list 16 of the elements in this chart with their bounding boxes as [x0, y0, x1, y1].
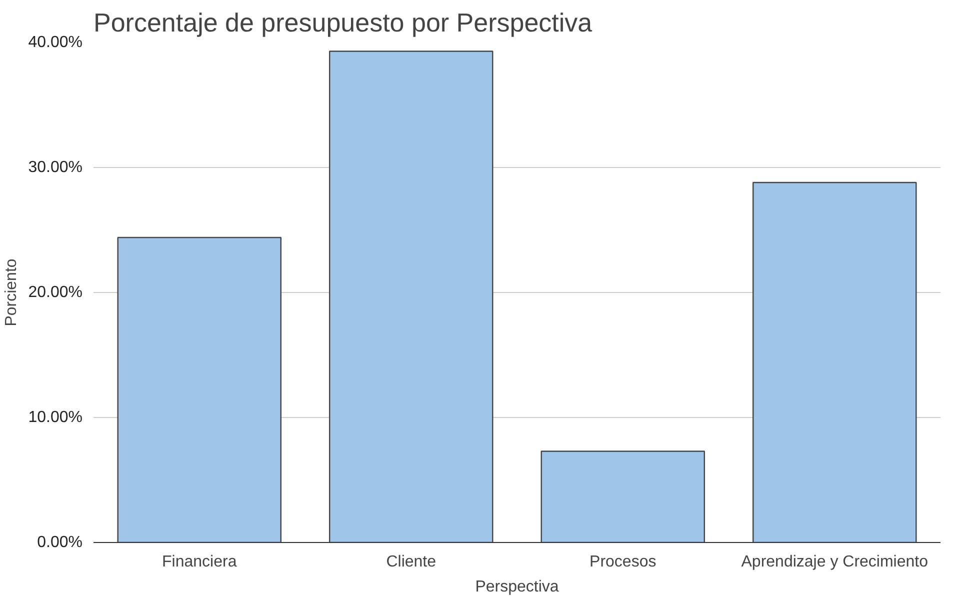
x-axis-title: Perspectiva — [475, 578, 559, 596]
bar — [752, 182, 917, 542]
x-tick-label: Aprendizaje y Crecimiento — [741, 554, 928, 570]
y-tick-label: 10.00% — [28, 409, 82, 426]
y-tick-label: 30.00% — [28, 159, 82, 176]
y-tick-label: 0.00% — [37, 534, 83, 551]
x-tick-label: Procesos — [590, 554, 656, 570]
x-tick-label: Financiera — [162, 554, 237, 570]
bar — [329, 50, 494, 542]
y-tick-label: 40.00% — [28, 34, 82, 51]
y-tick-label: 20.00% — [28, 284, 82, 301]
chart-title: Porcentaje de presupuesto por Perspectiva — [94, 8, 593, 38]
bar — [540, 450, 705, 542]
x-tick-label: Cliente — [386, 554, 436, 570]
y-axis-title: Porciento — [3, 258, 20, 326]
bar — [117, 236, 282, 542]
